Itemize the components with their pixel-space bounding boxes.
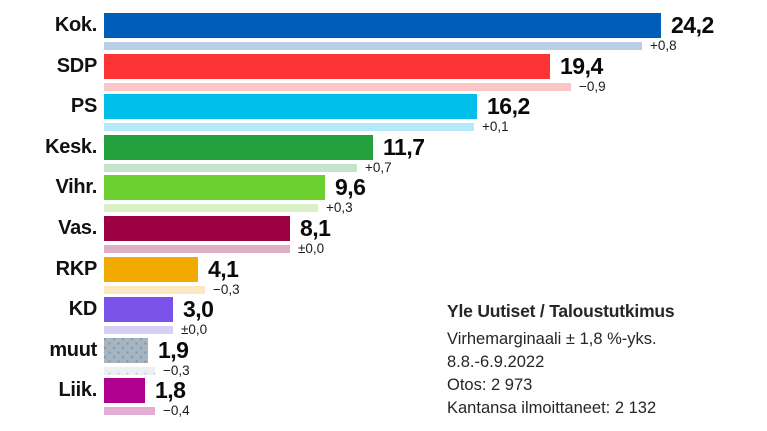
current-support-bar (104, 297, 173, 322)
party-label: SDP (56, 55, 98, 77)
change-label: −0,4 (163, 403, 190, 418)
value-label: 3,0 (183, 296, 214, 322)
chart-row-ps: PS 16,2 +0,1 (0, 93, 767, 134)
source-line-sample-size: Otos: 2 973 (447, 376, 533, 394)
chart-row-liik: Liik. 1,8 −0,4 (0, 377, 767, 418)
party-label: Vas. (58, 217, 97, 239)
change-label: ±0,0 (298, 241, 325, 256)
change-label: −0,3 (213, 282, 240, 297)
change-label: +0,7 (365, 160, 392, 175)
source-title: Yle Uutiset / Taloustutkimus (447, 301, 675, 321)
chart-row-sdp: SDP 19,4 −0,9 (0, 53, 767, 94)
current-support-bar (104, 94, 477, 119)
party-label: Kok. (54, 14, 97, 36)
current-support-bar (104, 175, 325, 200)
source-line-respondents: Kantansa ilmoittaneet: 2 132 (447, 399, 657, 417)
party-label: RKP (55, 258, 98, 280)
current-support-bar (104, 54, 550, 79)
chart-row-kesk: Kesk. 11,7 +0,7 (0, 134, 767, 175)
previous-poll-bar (104, 123, 474, 131)
previous-poll-bar (104, 204, 318, 212)
value-label: 8,1 (300, 215, 331, 241)
chart-row-vas: Vas. 8,1 ±0,0 (0, 215, 767, 256)
previous-poll-bar (104, 367, 155, 375)
value-label: 1,8 (155, 377, 186, 403)
previous-poll-bar (104, 326, 173, 334)
change-label: −0,9 (579, 79, 606, 94)
party-label: PS (70, 95, 97, 117)
previous-poll-bar (104, 245, 290, 253)
previous-poll-bar (104, 286, 205, 294)
source-line-margin-of-error: Virhemarginaali ± 1,8 %-yks. (447, 330, 657, 348)
change-label: +0,1 (482, 119, 509, 134)
change-label: −0,3 (163, 363, 190, 378)
party-label: Vihr. (55, 176, 98, 198)
chart-row-kd: KD 3,0 ±0,0 (0, 296, 767, 337)
chart-row-muut: muut 1,9 −0,3 (0, 337, 767, 378)
value-label: 4,1 (208, 256, 239, 282)
previous-poll-bar (104, 164, 357, 172)
previous-poll-bar (104, 407, 155, 415)
value-label: 1,9 (158, 337, 189, 363)
current-support-bar (104, 13, 661, 38)
chart-row-vihr: Vihr. 9,6 +0,3 (0, 174, 767, 215)
current-support-bar (104, 378, 145, 403)
change-label: +0,8 (650, 38, 677, 53)
value-label: 19,4 (560, 53, 603, 79)
current-support-bar (104, 135, 373, 160)
change-label: ±0,0 (181, 322, 208, 337)
chart-row-rkp: RKP 4,1 −0,3 (0, 256, 767, 297)
previous-poll-bar (104, 42, 642, 50)
value-label: 24,2 (671, 12, 714, 38)
value-label: 16,2 (487, 93, 530, 119)
current-support-bar (104, 257, 198, 282)
chart-row-kok: Kok. 24,2 +0,8 (0, 12, 767, 53)
party-label: Kesk. (45, 136, 97, 158)
party-label: Liik. (58, 379, 97, 401)
party-label: muut (49, 339, 97, 361)
previous-poll-bar (104, 83, 571, 91)
change-label: +0,3 (326, 200, 353, 215)
source-line-date-range: 8.8.-6.9.2022 (447, 353, 545, 371)
value-label: 11,7 (383, 134, 425, 160)
current-support-bar (104, 216, 290, 241)
value-label: 9,6 (335, 174, 366, 200)
party-label: KD (68, 298, 98, 320)
source-block: Yle Uutiset / Taloustutkimus Virhemargin… (447, 301, 757, 420)
current-support-bar (104, 338, 148, 363)
